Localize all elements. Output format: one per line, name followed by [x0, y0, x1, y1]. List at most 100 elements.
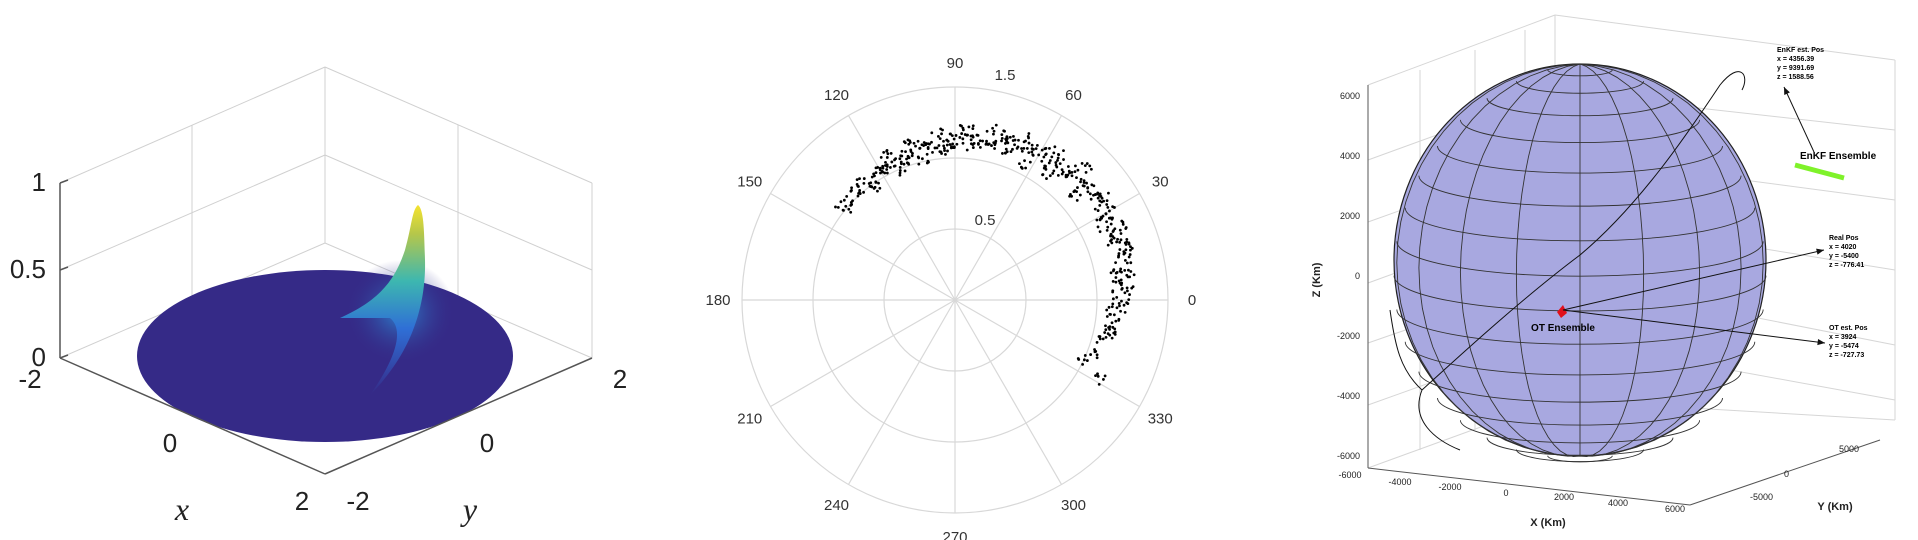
annotation-line: Real Pos	[1829, 235, 1859, 242]
scatter-point	[967, 125, 971, 129]
longitude-line	[1579, 63, 1701, 457]
scatter-point	[1080, 162, 1084, 165]
latitude-line	[1515, 449, 1645, 463]
scatter-point	[1053, 145, 1057, 149]
z-tick-label: 0.5	[10, 254, 46, 284]
annotation-line: z = -727.73	[1829, 352, 1864, 359]
scatter-point	[1115, 240, 1119, 244]
scatter-point	[855, 178, 859, 181]
scatter-point	[1060, 172, 1064, 176]
theta-tick-label: 0	[1188, 292, 1196, 309]
scatter-point	[1104, 335, 1108, 339]
orbit-path	[1389, 71, 1746, 451]
scatter-point	[1119, 238, 1123, 242]
scatter-point	[1117, 279, 1121, 283]
scatter-point	[879, 155, 883, 159]
scatter-point	[850, 188, 853, 192]
scatter-point	[1112, 269, 1115, 273]
scatter-point	[1028, 160, 1032, 164]
scatter-point	[1117, 252, 1121, 255]
scatter-point	[933, 146, 937, 150]
scatter-point	[1118, 240, 1122, 244]
scatter-point	[1013, 143, 1016, 147]
scatter-point	[1130, 246, 1134, 250]
scatter-point	[1123, 291, 1127, 295]
scatter-point	[904, 150, 907, 154]
scatter-point	[1107, 191, 1110, 195]
scatter-point	[1025, 147, 1029, 150]
scatter-point	[942, 139, 945, 143]
scatter-point	[969, 138, 973, 142]
enkf-ensemble-label: EnKF Ensemble	[1800, 151, 1877, 162]
scatter-point	[1115, 271, 1119, 274]
scatter-point	[1129, 248, 1132, 252]
z-tick-label: 6000	[1340, 91, 1360, 101]
scatter-point	[1110, 321, 1114, 325]
scatter-point	[1041, 173, 1045, 176]
theta-tick-label: 180	[705, 292, 730, 309]
scatter-point	[952, 137, 956, 141]
scatter-point	[862, 181, 866, 185]
scatter-point	[984, 142, 988, 146]
scatter-point	[850, 203, 854, 206]
scatter-point	[1001, 152, 1004, 155]
scatter-point	[917, 156, 921, 160]
scatter-point	[1097, 382, 1101, 386]
scatter-point	[1062, 158, 1065, 161]
scatter-point	[1114, 261, 1118, 265]
annotation-line: OT est. Pos	[1829, 325, 1868, 332]
scatter-point	[834, 205, 837, 209]
scatter-point	[881, 164, 885, 168]
scatter-point	[1120, 299, 1123, 303]
scatter-point	[885, 149, 889, 153]
scatter-point	[874, 181, 878, 184]
sphere-overlay: EnKF est. Pos x = 4356.39 y = 9391.69 z = 1…	[1389, 47, 1877, 451]
scatter-point	[862, 177, 866, 180]
scatter-point	[1110, 241, 1114, 245]
scatter-point	[971, 124, 975, 128]
sphere-plot-panel: EnKF est. Pos x = 4356.39 y = 9391.69 z = 1…	[1280, 0, 1918, 540]
scatter-point	[1127, 268, 1130, 272]
scatter-point	[1030, 143, 1034, 147]
scatter-point	[1122, 250, 1126, 254]
scatter-point	[1000, 136, 1004, 140]
scatter-point	[971, 146, 975, 149]
scatter-point	[1064, 175, 1068, 179]
scatter-point	[1111, 279, 1115, 283]
scatter-point	[842, 198, 846, 202]
scatter-point	[1111, 302, 1115, 306]
scatter-point	[1019, 165, 1023, 169]
scatter-point	[937, 144, 941, 147]
ot-ensemble-label: OT Ensemble	[1531, 323, 1595, 334]
y-tick-label: -5000	[1750, 492, 1773, 502]
scatter-point	[1096, 196, 1100, 200]
scatter-point	[1043, 164, 1047, 168]
enkf-arrow-head	[1784, 87, 1790, 95]
scatter-point	[1008, 135, 1012, 139]
scatter-point	[1126, 289, 1129, 293]
scatter-point	[1114, 319, 1118, 323]
scatter-point	[961, 141, 965, 145]
scatter-point	[1048, 159, 1052, 162]
scatter-point	[992, 129, 996, 133]
scatter-point	[885, 165, 889, 168]
r-tick-label: 0.5	[975, 212, 996, 229]
scatter-point	[1125, 261, 1129, 265]
scatter-point	[1048, 146, 1051, 150]
scatter-point	[1117, 301, 1121, 305]
scatter-point	[1096, 209, 1100, 212]
enkf-arrow	[1783, 86, 1815, 153]
y-tick-label: 5000	[1839, 444, 1859, 454]
scatter-point	[1095, 341, 1099, 344]
scatter-point	[1108, 312, 1112, 316]
z-axis-label: Z (Km)	[1311, 262, 1323, 297]
scatter-point	[1127, 241, 1131, 245]
z-tick-label: -6000	[1337, 451, 1360, 461]
scatter-point	[1109, 216, 1113, 220]
scatter-point	[1115, 306, 1119, 310]
scatter-point	[1044, 167, 1048, 171]
scatter-point	[1119, 278, 1123, 282]
scatter-point	[1040, 159, 1044, 163]
scatter-point	[1106, 225, 1110, 229]
